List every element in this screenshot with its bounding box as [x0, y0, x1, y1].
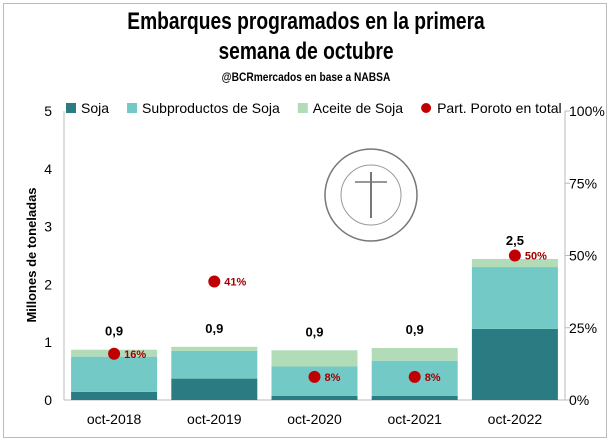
bar-subproductos-de-soja [471, 267, 558, 329]
legend-swatch [127, 103, 138, 113]
total-label: 0,9 [105, 324, 123, 339]
y-tick-label: 5 [44, 103, 52, 119]
y2-tick-label: 25% [569, 320, 597, 336]
share-label: 8% [325, 372, 341, 384]
x-tick-label: oct-2019 [187, 411, 242, 427]
chart-title-line-2: semana de octubre [218, 38, 394, 65]
bar-soja [71, 391, 158, 400]
x-tick-label: oct-2021 [387, 411, 442, 427]
y2-tick-label: 50% [569, 248, 597, 264]
share-label: 8% [425, 372, 441, 384]
y-tick-label: 3 [44, 219, 52, 235]
bar-soja [371, 395, 458, 400]
total-label: 2,5 [506, 233, 524, 248]
chart-frame [3, 3, 607, 438]
legend-label: Part. Poroto en total [437, 100, 562, 116]
bar-aceite-de-soja [271, 350, 358, 367]
bar-soja [471, 328, 558, 400]
share-point [308, 370, 321, 383]
y2-tick-label: 100% [569, 103, 605, 119]
total-label: 0,9 [205, 321, 223, 336]
bar-aceite-de-soja [371, 347, 458, 361]
legend-label: Soja [81, 100, 109, 116]
share-point [408, 370, 421, 383]
x-tick-label: oct-2018 [87, 411, 142, 427]
watermark-seal-outer [324, 148, 418, 242]
legend-label: Aceite de Soja [313, 100, 403, 116]
legend-swatch [297, 103, 308, 113]
legend-marker [421, 103, 432, 113]
total-label: 0,9 [406, 322, 424, 337]
bar-soja [171, 378, 258, 400]
bar-aceite-de-soja [171, 346, 258, 351]
share-label: 50% [525, 251, 547, 263]
y-tick-label: 4 [44, 161, 52, 177]
y-tick-label: 0 [44, 392, 52, 408]
legend-label: Subproductos de Soja [142, 100, 280, 116]
y2-tick-label: 75% [569, 175, 597, 191]
bar-soja [271, 395, 358, 400]
share-point [108, 347, 121, 360]
y-axis-label: Millones de toneladas [24, 187, 39, 322]
legend-swatch [66, 103, 76, 113]
bar-aceite-de-soja [471, 258, 558, 268]
chart-title-line-1: Embarques programados en la primera [127, 8, 485, 35]
share-label: 16% [124, 349, 146, 361]
chart-subtitle: @BCRmercados en base a NABSA [221, 70, 391, 84]
y-tick-label: 2 [44, 276, 52, 292]
watermark-seal-inner [340, 164, 402, 226]
y-tick-label: 1 [44, 334, 52, 350]
bar-subproductos-de-soja [171, 350, 258, 379]
total-label: 0,9 [305, 324, 323, 339]
share-label: 41% [224, 277, 246, 289]
share-point [208, 275, 221, 288]
share-point [508, 249, 521, 262]
x-tick-label: oct-2020 [287, 411, 342, 427]
x-tick-label: oct-2022 [488, 411, 543, 427]
y2-tick-label: 0% [569, 392, 589, 408]
bar-subproductos-de-soja [71, 356, 158, 392]
